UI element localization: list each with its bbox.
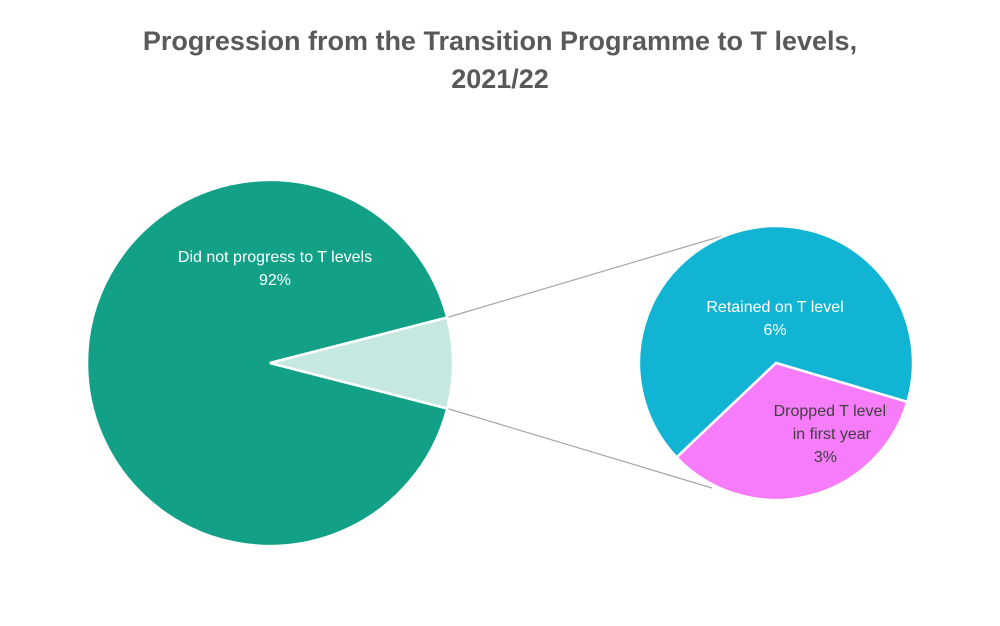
chart-title-line-1: Progression from the Transition Programm… xyxy=(142,26,858,56)
secondary-pie xyxy=(637,224,915,502)
main-slice-0-label-line-1: 92% xyxy=(259,272,291,289)
secondary-slice-1-label-line-0: Dropped T level xyxy=(774,403,886,420)
main-slice-0-label: Did not progress to T levels 92% xyxy=(178,249,372,289)
secondary-slice-0-label: Retained on T level 6% xyxy=(706,299,843,339)
secondary-slice-0 xyxy=(637,224,915,460)
slice-labels: Did not progress to T levels 92% Retained … xyxy=(178,249,886,466)
main-slice-0 xyxy=(85,178,449,548)
secondary-slice-0-label-line-1: 6% xyxy=(763,322,786,339)
secondary-slice-0-label-line-0: Retained on T level xyxy=(706,299,843,316)
secondary-slice-1-label-line-2: 3% xyxy=(814,449,837,466)
connector-lines xyxy=(447,235,723,489)
chart-title: Progression from the Transition Programm… xyxy=(0,22,1000,98)
main-slice-0-label-line-0: Did not progress to T levels xyxy=(178,249,372,266)
main-pie xyxy=(85,178,455,548)
secondary-slice-1-label: Dropped T level in first year 3% xyxy=(774,403,886,466)
secondary-slice-1-label-line-1: in first year xyxy=(793,426,872,443)
main-slice-exploded xyxy=(269,315,455,411)
chart-title-line-2: 2021/22 xyxy=(451,64,549,94)
secondary-slice-1 xyxy=(674,361,909,502)
connector-line-top xyxy=(447,235,723,319)
connector-line-bottom xyxy=(447,407,713,489)
